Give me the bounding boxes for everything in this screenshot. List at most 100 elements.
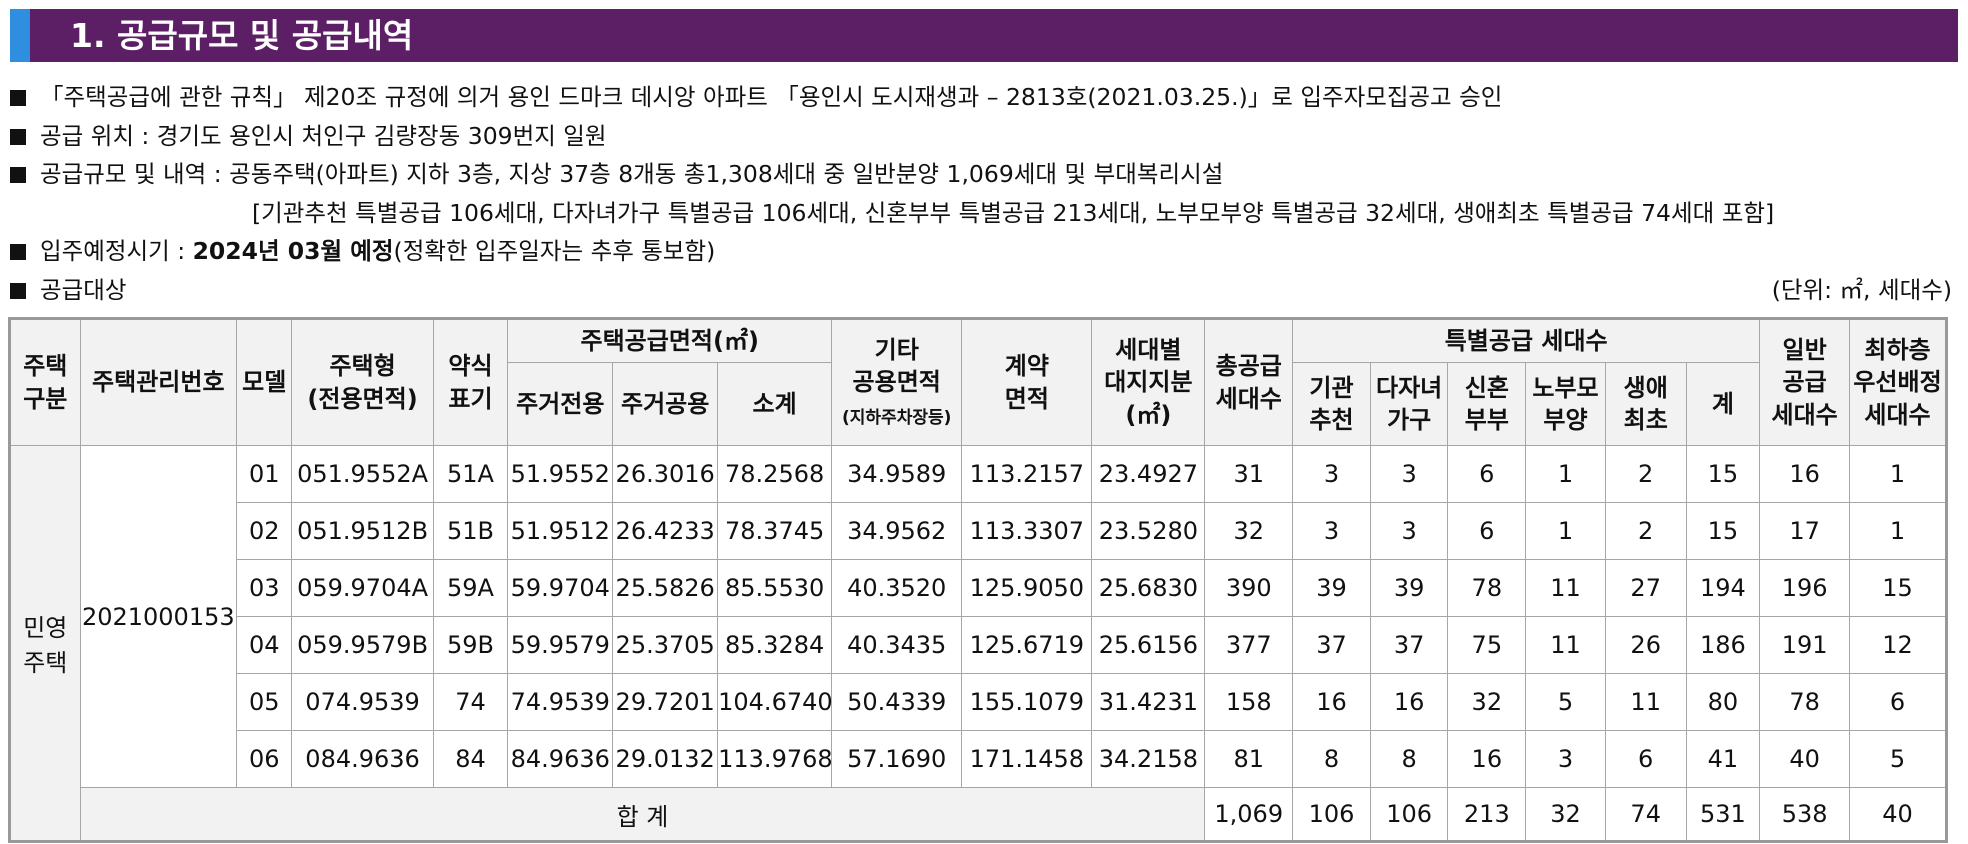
table-row: 03 059.9704A 59A 59.9704 25.5826 85.5530 40.35… xyxy=(10,559,1947,617)
table-cell: 40.3520 xyxy=(831,559,963,617)
table-cell: 27 xyxy=(1604,559,1687,617)
table-cell: 059.9704A xyxy=(291,559,434,617)
table-cell: 5 xyxy=(1525,673,1606,731)
table-cell: 1 xyxy=(1525,445,1606,503)
table-cell: 23.4927 xyxy=(1091,445,1206,503)
table-cell: 31 xyxy=(1204,445,1294,503)
table-cell: 158 xyxy=(1204,673,1294,731)
table-cell: 17 xyxy=(1759,502,1851,560)
total-label: 합 계 xyxy=(79,787,1206,842)
table-cell: 81 xyxy=(1204,730,1294,788)
table-cell: 84 xyxy=(432,730,509,788)
table-cell: 16 xyxy=(1447,730,1527,788)
th-supply-area: 주택공급면적(㎡) xyxy=(507,318,833,363)
table-cell: 29.0132 xyxy=(612,730,719,788)
table-cell: 194 xyxy=(1685,559,1761,617)
bullet-scale-detail: [기관추천 특별공급 106세대, 다자녀가구 특별공급 106세대, 신혼부부… xyxy=(252,198,1775,227)
table-row: 민영 주택 2021000153 01 051.9552A 51A 51.9552 26.30… xyxy=(9,445,1947,842)
table-cell: 377 xyxy=(1204,616,1294,674)
square-bullet-icon xyxy=(10,128,26,145)
table-cell: 59B xyxy=(432,616,509,674)
table-cell: 37 xyxy=(1292,616,1371,674)
table-cell: 5 xyxy=(1849,730,1947,788)
th-institution: 기관 추천 xyxy=(1292,362,1371,446)
th-subtotal: 소계 xyxy=(717,362,833,446)
housing-category-line: 민영 xyxy=(23,614,68,642)
table-cell: 85.3284 xyxy=(717,616,833,674)
th-model: 모델 xyxy=(235,318,293,446)
table-cell: 2 xyxy=(1604,502,1687,560)
total-cell: 32 xyxy=(1525,787,1606,842)
square-bullet-icon xyxy=(10,90,26,106)
bullet-move-in: 입주예정시기 : 2024년 03월 예정(정확한 입주일자는 추후 통보함) xyxy=(6,232,1956,271)
table-cell: 113.2157 xyxy=(961,445,1093,503)
th-special-supply: 특별공급 세대수 xyxy=(1292,318,1761,363)
th-newlywed: 신혼 부부 xyxy=(1447,362,1527,446)
total-cell: 213 xyxy=(1447,787,1527,842)
table-cell: 8 xyxy=(1369,730,1449,788)
table-cell: 51A xyxy=(432,445,509,503)
th-general-supply: 일반 공급 세대수 xyxy=(1759,318,1851,446)
table-body: 민영 주택 2021000153 01 051.9552A 51A 51.9552 26.30… xyxy=(9,445,1947,842)
table-cell: 26 xyxy=(1604,616,1687,674)
mgmt-no-cell: 2021000153 xyxy=(79,445,237,788)
table-cell: 39 xyxy=(1369,559,1449,617)
table-cell: 59.9579 xyxy=(507,616,614,674)
table-cell: 26.3016 xyxy=(612,445,719,503)
th-special-sum: 계 xyxy=(1685,362,1761,446)
table-cell: 04 xyxy=(235,616,293,674)
table-cell: 78.3745 xyxy=(717,502,833,560)
table-cell: 104.6740 xyxy=(717,673,833,731)
table-cell: 3 xyxy=(1369,445,1449,503)
table-cell: 41 xyxy=(1685,730,1761,788)
table-cell: 06 xyxy=(235,730,293,788)
table-cell: 15 xyxy=(1849,559,1947,617)
table-cell: 01 xyxy=(235,445,293,503)
th-common: 주거공용 xyxy=(612,362,719,446)
th-first-time: 생애 최초 xyxy=(1604,362,1687,446)
table-cell: 39 xyxy=(1292,559,1371,617)
table-row: 04 059.9579B 59B 59.9579 25.3705 85.3284 40.34… xyxy=(10,616,1947,674)
table-cell: 40 xyxy=(1759,730,1851,788)
square-bullet-icon xyxy=(10,282,26,299)
table-cell: 26.4233 xyxy=(612,502,719,560)
total-cell: 106 xyxy=(1292,787,1371,842)
total-cell: 1,069 xyxy=(1204,787,1294,842)
table-cell: 16 xyxy=(1759,445,1851,503)
table-cell: 51.9552 xyxy=(507,445,614,503)
th-lowest-floor: 최하층 우선배정 세대수 xyxy=(1849,318,1947,446)
th-other-area: 기타 공용면적 (지하주차장등) xyxy=(831,318,963,446)
th-abbr: 약식 표기 xyxy=(432,318,509,446)
table-cell: 390 xyxy=(1204,559,1294,617)
bullet-supply-target: 공급대상 (단위: ㎡, 세대수) xyxy=(6,271,1956,310)
table-cell: 196 xyxy=(1759,559,1851,617)
table-cell: 23.5280 xyxy=(1091,502,1206,560)
table-cell: 75 xyxy=(1447,616,1527,674)
square-bullet-icon xyxy=(10,167,26,184)
table-cell: 186 xyxy=(1685,616,1761,674)
total-cell: 531 xyxy=(1685,787,1761,842)
table-cell: 40.3435 xyxy=(831,616,963,674)
th-mgmt-no: 주택관리번호 xyxy=(79,318,237,446)
table-cell: 125.9050 xyxy=(961,559,1093,617)
th-contract-area: 계약 면적 xyxy=(961,318,1093,446)
table-cell: 1 xyxy=(1849,502,1947,560)
table-cell: 51B xyxy=(432,502,509,560)
table-cell: 31.4231 xyxy=(1091,673,1206,731)
housing-category-line: 주택 xyxy=(23,649,68,677)
table-cell: 2 xyxy=(1604,445,1687,503)
bullet-approval: 「주택공급에 관한 규칙」 제20조 규정에 의거 용인 드마크 데시앙 아파트… xyxy=(6,78,1956,117)
table-cell: 12 xyxy=(1849,616,1947,674)
table-cell: 32 xyxy=(1447,673,1527,731)
table-cell: 37 xyxy=(1369,616,1449,674)
th-housing-type: 주택형 (전용면적) xyxy=(291,318,434,446)
total-cell: 106 xyxy=(1369,787,1449,842)
table-cell: 74.9539 xyxy=(507,673,614,731)
table-cell: 6 xyxy=(1447,445,1527,503)
table-cell: 3 xyxy=(1292,445,1371,503)
table-cell: 059.9579B xyxy=(291,616,434,674)
table-cell: 25.3705 xyxy=(612,616,719,674)
table-cell: 32 xyxy=(1204,502,1294,560)
table-cell: 084.9636 xyxy=(291,730,434,788)
